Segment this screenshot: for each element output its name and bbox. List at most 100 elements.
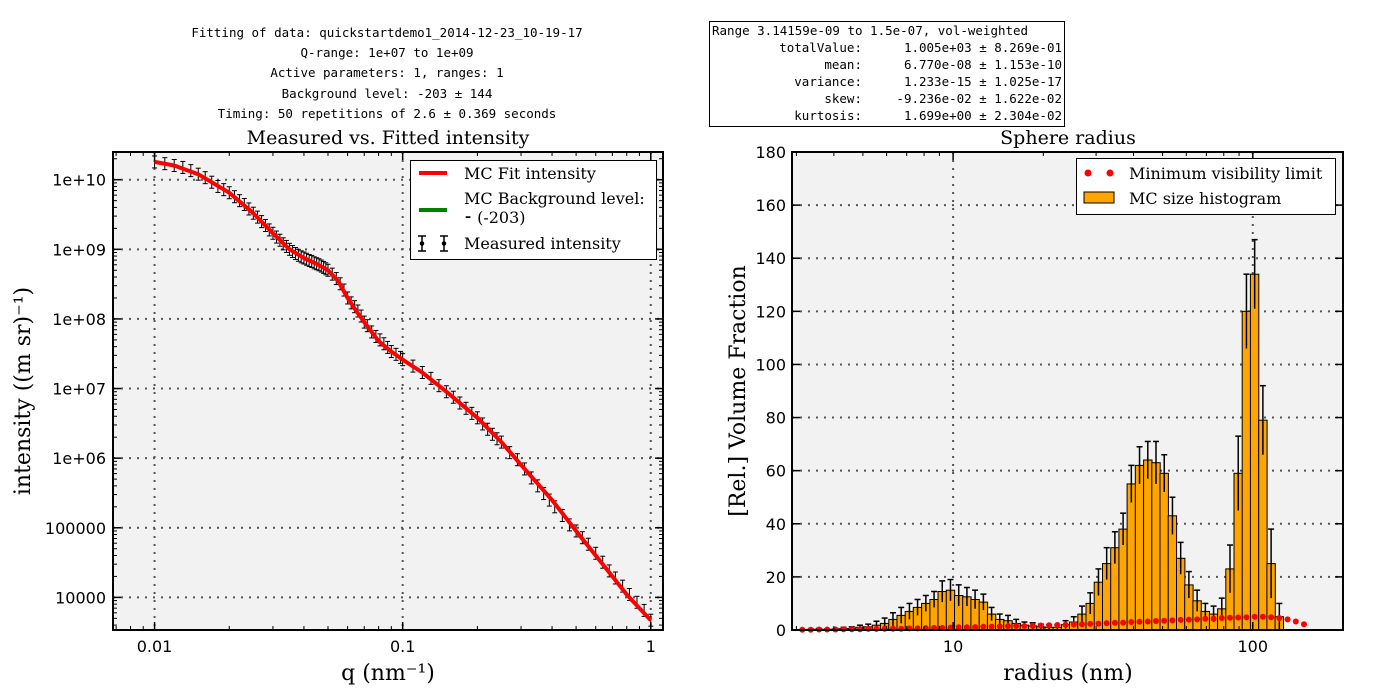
histogram-bar	[1134, 464, 1145, 631]
legend-visibility-label: Minimum visibility limit	[1129, 164, 1323, 183]
radius-chart-title: Sphere radius	[1000, 127, 1136, 149]
visibility-limit-dot	[1210, 615, 1217, 622]
visibility-limit-dot	[1120, 619, 1127, 626]
legend-frame	[410, 160, 657, 260]
y-tick-label: 20	[766, 568, 786, 587]
intensity-y-axis-label: intensity ((m sr)⁻¹)	[11, 287, 36, 495]
stats-box: Range 3.14159e-09 to 1.5e-07, vol-weight…	[709, 21, 1065, 127]
stats-value: 1.233e-15 ± 1.025e-17	[904, 74, 1062, 89]
radius-y-axis-label: [Rel.] Volume Fraction	[726, 265, 751, 516]
stats-label: skew:	[824, 91, 862, 106]
histogram-bar	[1249, 273, 1260, 631]
intensity-plot-frame	[112, 151, 664, 631]
visibility-limit-dot	[1021, 623, 1028, 629]
header-line: Timing: 50 repetitions of 2.6 ± 0.369 se…	[218, 106, 557, 121]
header-line: Q-range: 1e+07 to 1e+09	[300, 45, 473, 60]
y-tick-label: 0	[776, 621, 786, 640]
y-tick-label: 1e+07	[52, 380, 106, 399]
x-tick-label: 1	[646, 637, 656, 656]
visibility-limit-dot	[1251, 613, 1258, 620]
visibility-limit-dot	[972, 624, 979, 631]
y-tick-label: 180	[755, 143, 786, 162]
visibility-limit-dot	[1005, 623, 1011, 630]
y-tick-label: 120	[755, 302, 786, 321]
y-tick-label: 60	[766, 462, 786, 481]
legend-histogram-swatch	[1083, 191, 1115, 204]
visibility-limit-dot	[1301, 621, 1307, 628]
fit-info-header: Fitting of data: quickstartdemo1_2014-12…	[191, 25, 582, 121]
stats-value: 6.770e-08 ± 1.153e-10	[904, 57, 1062, 72]
fit-lines	[154, 159, 653, 622]
header-line: Background level: -203 ± 144	[282, 86, 493, 101]
visibility-limit-dot	[1054, 622, 1061, 628]
y-tick-label: 140	[755, 249, 786, 268]
histogram-bar	[1159, 472, 1169, 631]
visibility-limit-dot	[1013, 623, 1020, 629]
radius-chart: 10 100 0 20 40 60 80 100 120 140 160 180 Sphere rad…	[726, 127, 1344, 686]
legend-visibility-dot	[1084, 169, 1092, 177]
legend-background-label-line2: ⁃ (-203)	[464, 208, 526, 227]
x-tick-label: 100	[1238, 637, 1269, 656]
visibility-limit-dot	[1169, 617, 1176, 624]
radius-x-axis-label: radius (nm)	[1003, 661, 1132, 686]
y-tick-label: 100	[755, 355, 786, 374]
visibility-limit-dot	[1029, 622, 1036, 629]
y-tick-label: 1e+10	[52, 171, 106, 190]
visibility-limit-dot	[1276, 615, 1283, 621]
legend-frame	[1076, 158, 1336, 215]
y-tick-label: 40	[766, 515, 786, 534]
visibility-limit-dot	[963, 624, 970, 631]
visibility-limit-dot	[1144, 618, 1151, 625]
intensity-chart-title: Measured vs. Fitted intensity	[247, 127, 530, 149]
visibility-limit-dot	[980, 623, 987, 630]
intensity-chart: 0.01 0.1 1 10000 100000 1e+06 1e+07 1e+08 1e+09 1…	[11, 127, 664, 686]
visibility-limit-dot	[1292, 618, 1299, 625]
stats-label: variance:	[794, 74, 862, 89]
legend-fit-label: MC Fit intensity	[464, 164, 596, 183]
visibility-limit-dot	[988, 623, 995, 630]
intensity-legend: MC Fit intensity MC Background level: ⁃ …	[410, 160, 657, 260]
histogram-bar	[1151, 462, 1161, 631]
size-histogram-bars	[806, 273, 1284, 631]
x-tick-label: 0.01	[137, 637, 173, 656]
y-tick-label: 1e+09	[52, 240, 106, 259]
fit-intensity-line	[154, 159, 653, 622]
visibility-limit-dot	[1268, 614, 1275, 621]
header-line: Active parameters: 1, ranges: 1	[270, 65, 503, 80]
visibility-limit-dot	[1128, 619, 1135, 625]
visibility-limit-dots	[799, 613, 1307, 633]
visibility-limit-dot	[1235, 614, 1242, 621]
visibility-limit-dot	[1111, 619, 1118, 626]
radius-legend: Minimum visibility limit MC size histogr…	[1076, 158, 1336, 215]
visibility-limit-dot	[1218, 615, 1225, 621]
intensity-x-axis-label: q (nm⁻¹)	[341, 661, 435, 686]
y-tick-label: 1e+06	[52, 449, 106, 468]
legend-background-label: MC Background level: ⁃ (-203)	[464, 189, 650, 227]
legend-background-label-line1: MC Background level:	[464, 189, 645, 208]
visibility-limit-dot	[1136, 618, 1143, 625]
y-tick-label: 1e+08	[52, 310, 106, 329]
visibility-limit-dot	[1095, 620, 1102, 627]
y-tick-label: 100000	[45, 519, 106, 538]
legend-histogram-label: MC size histogram	[1129, 189, 1281, 208]
visibility-limit-dot	[955, 624, 962, 631]
visibility-limit-dot	[1284, 616, 1291, 623]
stats-value: -9.236e-02 ± 1.622e-02	[896, 91, 1062, 106]
visibility-limit-dot	[996, 623, 1003, 630]
visibility-limit-dot	[1243, 614, 1250, 621]
x-tick-label: 0.1	[390, 637, 415, 656]
header-line: Fitting of data: quickstartdemo1_2014-12…	[191, 25, 582, 40]
visibility-limit-dot	[1185, 616, 1192, 623]
stats-title: Range 3.14159e-09 to 1.5e-07, vol-weight…	[712, 23, 1028, 38]
legend-measured-label: Measured intensity	[464, 234, 621, 253]
visibility-limit-dot	[1037, 622, 1044, 629]
visibility-limit-dot	[1227, 614, 1233, 621]
visibility-limit-dot	[1046, 622, 1053, 629]
histogram-bar	[1241, 310, 1252, 631]
x-tick-label: 10	[943, 637, 963, 656]
visibility-limit-dot	[1079, 621, 1085, 628]
y-tick-label: 10000	[55, 588, 106, 607]
stats-value: 1.699e+00 ± 2.304e-02	[904, 108, 1062, 123]
y-tick-label: 80	[766, 409, 786, 428]
